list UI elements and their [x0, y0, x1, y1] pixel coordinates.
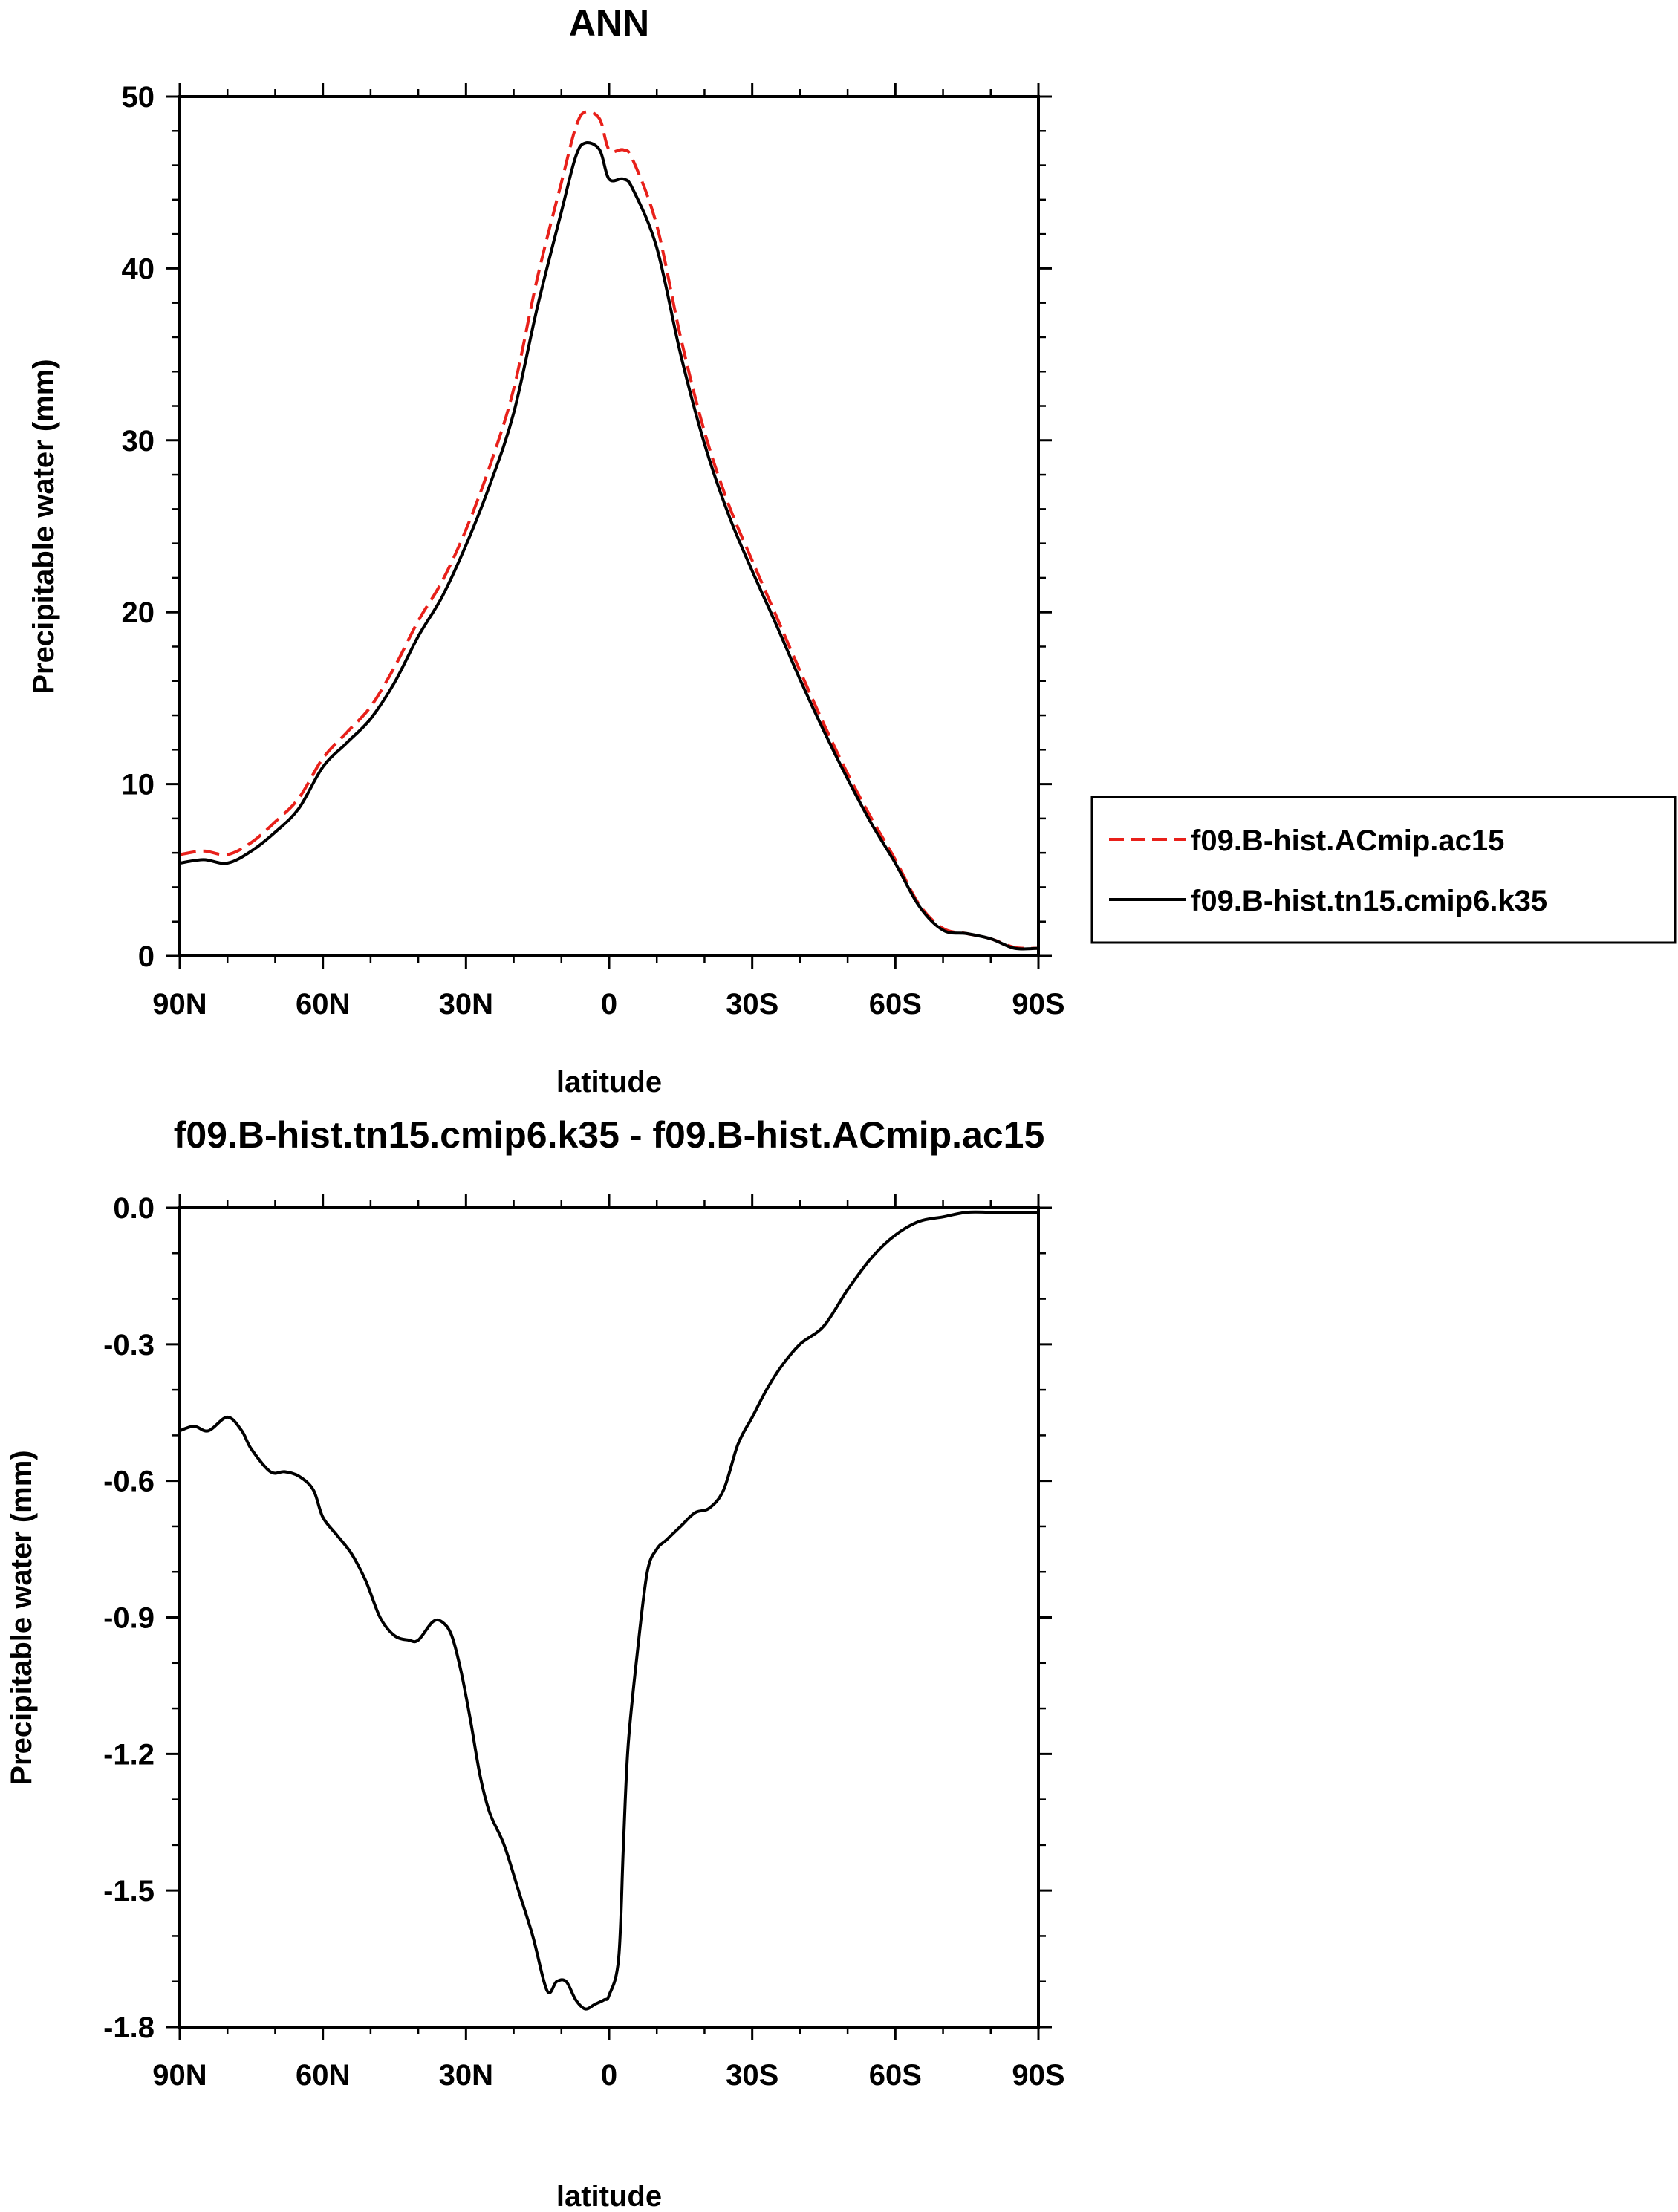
y-tick-label: -0.3 [103, 1329, 155, 1362]
legend-label-k35: f09.B-hist.tn15.cmip6.k35 [1191, 885, 1547, 917]
y-tick-label: 0.0 [113, 1192, 155, 1225]
series-line-0-0 [179, 110, 1039, 950]
y-tick-label: 30 [122, 425, 155, 458]
x-tick-label: 60N [296, 2059, 350, 2092]
x-tick-label: 90N [152, 988, 207, 1021]
y-tick-label: 0 [138, 940, 155, 973]
bottom-ticks [166, 1194, 1052, 2040]
x-tick-label: 90N [152, 2059, 207, 2092]
x-tick-label: 0 [601, 988, 617, 1021]
top-y-axis-label: Precipitable water (mm) [27, 359, 60, 694]
y-tick-label: -1.8 [103, 2011, 155, 2044]
bottom-panel: f09.B-hist.tn15.cmip6.k35 - f09.B-hist.A… [5, 1114, 1065, 2212]
x-tick-label: 30N [439, 2059, 493, 2092]
y-tick-label: -1.5 [103, 1875, 155, 1907]
bottom-y-tick-labels: 0.0 -0.3 -0.6 -0.9 -1.2 -1.5 -1.8 [103, 1192, 155, 2044]
y-tick-label: 20 [122, 596, 155, 629]
y-tick-label: 40 [122, 253, 155, 285]
top-plot-frame [178, 95, 1040, 957]
top-x-axis-label: latitude [556, 1066, 662, 1099]
series-line-1-0 [178, 1210, 1040, 2011]
bottom-x-tick-labels: 90N 60N 30N 0 30S 60S 90S [152, 2059, 1064, 2092]
top-series-lines [178, 110, 1040, 951]
x-tick-label: 30N [439, 988, 493, 1021]
bottom-y-axis-label: Precipitable water (mm) [5, 1450, 38, 1785]
legend-box [1090, 796, 1677, 944]
x-tick-label: 60N [296, 988, 350, 1021]
x-tick-label: 30S [726, 988, 778, 1021]
y-tick-label: -0.9 [103, 1602, 155, 1635]
top-ticks [166, 83, 1052, 969]
bottom-series-lines [178, 1210, 1040, 2011]
y-tick-label: 50 [122, 81, 155, 114]
x-tick-label: 30S [726, 2059, 778, 2092]
series-line-0-1 [178, 141, 1040, 951]
y-tick-label: -0.6 [103, 1466, 155, 1498]
legend: f09.B-hist.ACmip.ac15 f09.B-hist.tn15.cm… [1090, 796, 1677, 944]
bottom-plot-frame [178, 1206, 1040, 2029]
top-x-tick-labels: 90N 60N 30N 0 30S 60S 90S [152, 988, 1064, 1021]
x-tick-label: 90S [1012, 2059, 1064, 2092]
top-panel: ANN 90N 60N 30N 0 30S 60S 90S 0 10 20 30 40 50 lati… [27, 2, 1677, 1099]
top-title: ANN [569, 2, 649, 44]
x-tick-label: 0 [601, 2059, 617, 2092]
x-tick-label: 60S [869, 2059, 922, 2092]
x-tick-label: 90S [1012, 988, 1064, 1021]
legend-label-ac15: f09.B-hist.ACmip.ac15 [1191, 824, 1504, 857]
bottom-title: f09.B-hist.tn15.cmip6.k35 - f09.B-hist.A… [174, 1114, 1045, 1156]
y-tick-label: 10 [122, 769, 155, 801]
x-tick-label: 60S [869, 988, 922, 1021]
top-y-tick-labels: 0 10 20 30 40 50 [122, 81, 155, 973]
y-tick-label: -1.2 [103, 1738, 155, 1771]
bottom-x-axis-label: latitude [556, 2180, 662, 2212]
